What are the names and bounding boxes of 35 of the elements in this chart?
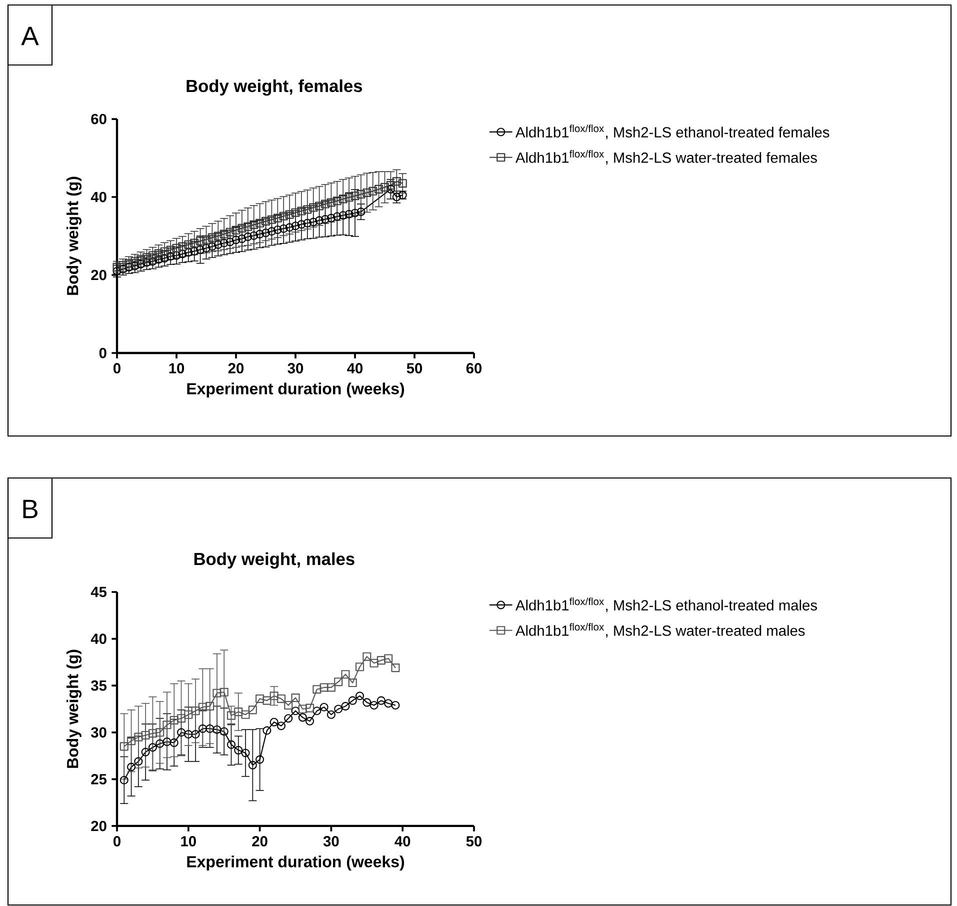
text: B (23, 500, 38, 518)
x-tick-label: 0 (114, 836, 120, 846)
y-axis-title: Body weight (g) (66, 650, 82, 768)
x-tick-label: 30 (288, 363, 304, 374)
x-tick-label: 10 (181, 836, 196, 846)
y-tick-label: 35 (90, 680, 107, 691)
x-tick-label: 30 (323, 836, 339, 846)
y-tick-label: 25 (91, 774, 107, 784)
legend-label: Aldh1b1$^{flox/flox}$, Msh2-LS ethanol-treated males (515, 598, 817, 612)
legend-label: Aldh1b1$^{flox/flox}$, Msh2-LS ethanol-treated females (515, 124, 830, 140)
y-tick-label: 45 (90, 586, 107, 598)
text: A (21, 26, 39, 46)
x-tick-label: 20 (228, 363, 244, 374)
y-tick-label: 20 (91, 270, 106, 280)
x-tick-label: 40 (394, 836, 410, 846)
y-tick-label: 20 (91, 820, 106, 832)
x-tick-label: 50 (406, 363, 422, 374)
x-tick-label: 0 (114, 363, 120, 374)
y-axis-title: Body weight (g) (66, 176, 82, 295)
x-tick-label: 10 (169, 363, 184, 374)
y-tick-label: 0 (99, 348, 106, 358)
x-axis-title: Experiment duration (weeks) (187, 856, 404, 871)
y-tick-label: 60 (91, 114, 106, 124)
legend-label: Aldh1b1$^{flox/flox}$, Msh2-LS water-treated males (515, 623, 805, 638)
chart-title: Body weight, males (194, 552, 354, 569)
x-tick-label: 40 (347, 363, 363, 374)
legend-label: Aldh1b1$^{flox/flox}$, Msh2-LS water-treated females (515, 150, 817, 165)
x-tick-label: 60 (466, 363, 482, 374)
x-tick-label: 20 (252, 836, 268, 846)
y-tick-label: 40 (90, 634, 106, 644)
y-tick-label: 40 (90, 192, 106, 202)
chart-title: Body weight, females (186, 79, 362, 96)
x-axis-title: Experiment duration (weeks) (187, 382, 404, 398)
y-tick-label: 30 (90, 727, 106, 738)
x-tick-label: 50 (466, 836, 482, 846)
